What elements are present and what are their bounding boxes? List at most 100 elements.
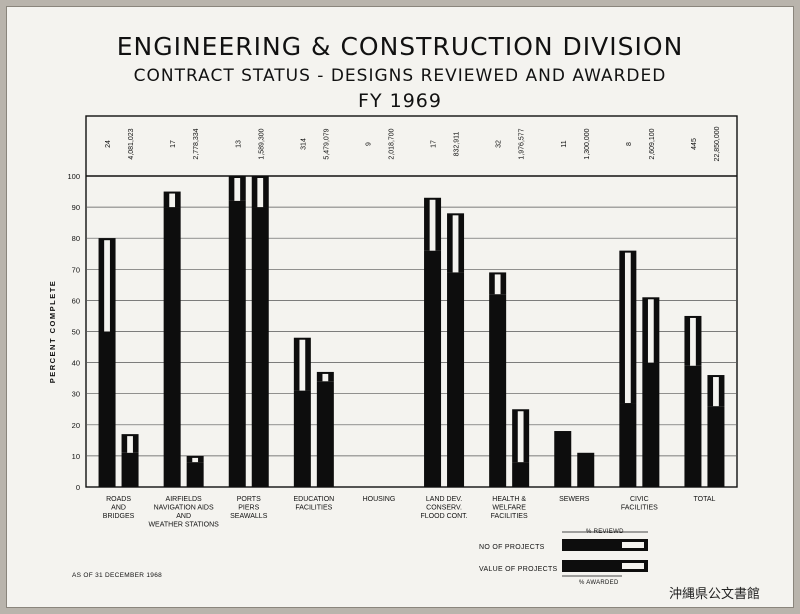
- bar-projects-reviewed-strip: [429, 199, 436, 251]
- bar-value: [512, 409, 530, 487]
- legend-swatch-value: [562, 560, 648, 572]
- y-tick-label: 30: [72, 390, 80, 399]
- x-category-label: TOTAL: [693, 496, 715, 503]
- bar-value: [186, 455, 204, 487]
- x-category-label-line: AIRFIELDS: [166, 496, 203, 503]
- x-category-label-line: BRIDGES: [103, 513, 135, 520]
- header-project-count: 8: [626, 142, 633, 146]
- header-project-value: 4,081,023: [128, 128, 135, 159]
- bar-projects-awarded: [228, 200, 246, 487]
- bar-value: [316, 371, 334, 487]
- x-category-label-line: HOUSING: [363, 496, 396, 503]
- legend-label-projects: NO OF PROJECTS: [479, 544, 545, 551]
- x-category-label-line: AND: [176, 513, 191, 520]
- x-category-label: AIRFIELDS NAVIGATION AIDS AND WEATHER STATI…: [148, 496, 219, 529]
- x-category-label-line: EDUCATION: [293, 496, 334, 503]
- bar-projects-awarded: [684, 365, 702, 487]
- header-project-count: 314: [300, 138, 307, 150]
- bar-projects-awarded: [489, 294, 507, 487]
- header-project-value: 832,911: [454, 132, 461, 157]
- header-project-count: 24: [105, 140, 112, 148]
- bar-value: [447, 213, 465, 487]
- x-category-label-line: FACILITIES: [295, 505, 332, 512]
- bar-value-awarded: [186, 462, 204, 487]
- x-category-label: ROADS AND BRIDGES: [103, 496, 135, 520]
- bar-projects-reviewed-strip: [624, 252, 631, 404]
- x-category-label: CIVIC FACILITIES: [621, 496, 658, 512]
- bar-projects-reviewed-strip: [299, 339, 306, 391]
- x-category-label-line: LAND DEV.: [426, 496, 462, 503]
- x-category-label-line: CIVIC: [630, 496, 649, 503]
- bar-projects: [424, 197, 442, 487]
- bar-projects-awarded: [163, 207, 181, 487]
- bar-value: [121, 434, 139, 487]
- x-category-label-line: AND: [111, 505, 126, 512]
- header-project-count: 17: [170, 140, 177, 148]
- y-axis-label: PERCENT COMPLETE: [48, 280, 57, 384]
- bar-value-reviewed-strip: [192, 457, 199, 463]
- x-category-label-line: SEWERS: [559, 496, 590, 503]
- y-tick-label: 40: [72, 359, 80, 368]
- y-tick-label: 100: [67, 172, 80, 181]
- legend-label-value: VALUE OF PROJECTS: [479, 566, 558, 573]
- legend-reviewed-label: % REVIEWD: [586, 529, 624, 535]
- plot-frame: [85, 115, 738, 488]
- header-project-value: 2,018,700: [388, 128, 395, 159]
- bar-value-reviewed-strip: [517, 411, 524, 463]
- header-project-value: 22,850,000: [714, 126, 721, 161]
- y-tick-label: 20: [72, 421, 80, 430]
- header-project-count: 11: [561, 140, 568, 147]
- legend-swatch-projects-strip: [622, 542, 644, 548]
- legend-swatch-value-strip: [622, 563, 644, 569]
- x-category-label: LAND DEV. CONSERV. FLOOD CONT.: [421, 496, 468, 520]
- bar-projects-reviewed-strip: [234, 178, 241, 201]
- header-project-count: 17: [431, 140, 438, 148]
- bar-projects-reviewed-strip: [494, 274, 501, 295]
- bar-value-reviewed-strip: [127, 436, 133, 453]
- header-project-count: 13: [235, 140, 242, 148]
- x-category-label-line: ROADS: [106, 496, 131, 503]
- header-project-value: 1,589,300: [258, 128, 265, 159]
- bar-projects-reviewed-strip: [169, 193, 176, 208]
- bar-value: [251, 176, 269, 487]
- bar-projects: [293, 337, 311, 487]
- bar-value-awarded: [251, 207, 269, 487]
- bar-projects-awarded: [554, 431, 572, 487]
- x-category-label-line: WEATHER STATIONS: [148, 522, 219, 529]
- x-category-label-line: PIERS: [238, 505, 259, 512]
- y-tick-label: 80: [72, 234, 80, 243]
- bar-value-reviewed-strip: [257, 178, 264, 208]
- header-project-count: 9: [365, 142, 372, 146]
- y-tick-label: 10: [72, 452, 80, 461]
- chart-subtitle: CONTRACT STATUS - DESIGNS REVIEWED AND A…: [133, 66, 667, 86]
- y-tick-label: 60: [72, 296, 80, 305]
- bar-value-awarded: [512, 462, 530, 487]
- y-tick-label: 50: [72, 328, 80, 337]
- as-of-date: AS OF 31 DECEMBER 1968: [72, 572, 163, 579]
- x-category-label-line: SEAWALLS: [230, 513, 268, 520]
- x-category-label: SEWERS: [559, 496, 590, 503]
- bar-projects: [684, 315, 702, 487]
- x-category-label-line: FLOOD CONT.: [421, 513, 468, 520]
- x-category-label-line: FACILITIES: [621, 505, 658, 512]
- bar-projects-awarded: [424, 250, 442, 487]
- bar-value: [707, 375, 725, 487]
- bar-value-awarded: [316, 381, 334, 487]
- chart-board: ENGINEERING & CONSTRUCTION DIVISION CONT…: [6, 6, 794, 608]
- x-category-label: PORTS PIERS SEAWALLS: [230, 496, 268, 520]
- bar-projects-awarded: [293, 390, 311, 487]
- x-category-label-line: WELFARE: [492, 505, 526, 512]
- bar-projects-awarded: [619, 403, 637, 487]
- x-category-label-line: HEALTH &: [492, 496, 526, 503]
- bar-chart: 0 10 20 30 40 50 60 70 80 90 100 PERCENT COMPLETE 24…: [48, 115, 738, 577]
- x-category-label-line: FACILITIES: [491, 513, 528, 520]
- bar-value-reviewed-strip: [322, 373, 329, 382]
- header-project-count: 32: [496, 140, 503, 148]
- x-category-label: EDUCATION FACILITIES: [293, 496, 334, 512]
- bar-projects: [228, 176, 246, 487]
- bar-projects: [554, 431, 572, 487]
- bar-projects: [619, 250, 637, 487]
- x-category-label-line: CONSERV.: [426, 505, 462, 512]
- bar-value-awarded: [121, 452, 139, 487]
- bar-projects-awarded: [98, 331, 116, 487]
